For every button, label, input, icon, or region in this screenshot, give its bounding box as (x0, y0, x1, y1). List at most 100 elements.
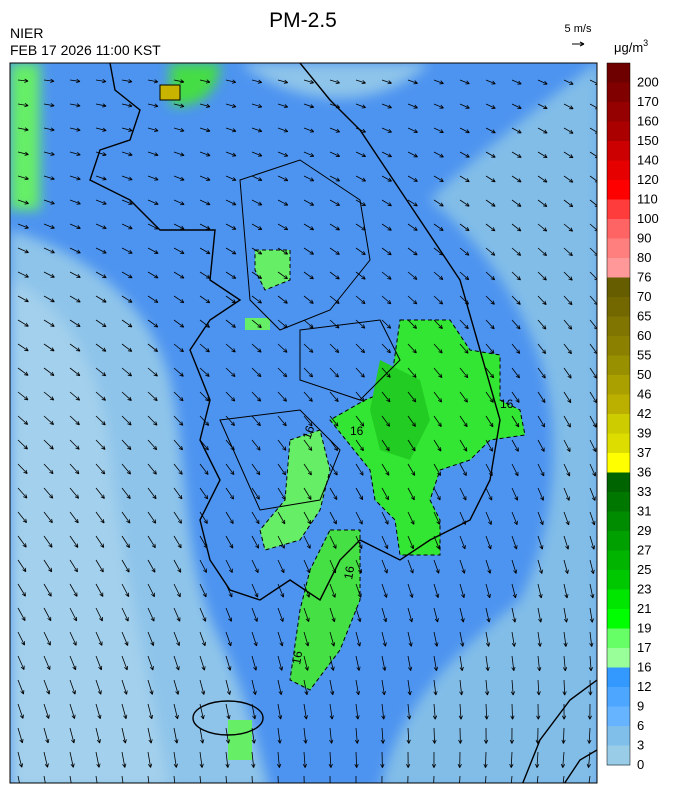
wind-arrow (199, 439, 209, 451)
wind-arrow (147, 199, 159, 205)
contour-label: 16 (350, 424, 364, 438)
wind-arrow (537, 79, 548, 85)
colorbar-label: 100 (637, 211, 659, 226)
wind-arrow (355, 775, 357, 783)
wind-arrow (95, 247, 107, 254)
wind-arrow (43, 415, 54, 426)
wind-arrow (69, 127, 81, 132)
wind-arrow (510, 679, 516, 696)
wind-arrow (251, 439, 261, 451)
wind-arrow (355, 631, 361, 647)
wind-arrow (95, 655, 103, 671)
wind-arrow (277, 535, 285, 549)
wind-arrow (457, 751, 462, 768)
wind-arrow (173, 679, 180, 695)
wind-arrow (303, 271, 314, 280)
wind-arrow (381, 487, 389, 501)
wind-arrow (407, 223, 418, 231)
wind-arrow (537, 103, 548, 110)
wind-arrow (537, 559, 543, 574)
wind-arrow (511, 199, 522, 207)
wind-arrow (459, 559, 466, 574)
wind-arrow (277, 487, 286, 500)
wind-arrow (199, 679, 206, 695)
wind-arrow (355, 367, 365, 378)
colorbar-segment (607, 531, 630, 551)
wind-arrow (199, 319, 210, 328)
wind-arrow (537, 511, 544, 526)
wind-arrow (380, 727, 385, 744)
colorbar-segment (607, 589, 630, 610)
wind-arrow (43, 751, 49, 768)
wind-arrow (17, 583, 26, 597)
wind-arrow (251, 583, 259, 598)
wind-arrow (147, 319, 159, 328)
wind-arrow (95, 463, 106, 475)
low-region (381, 63, 597, 783)
wind-arrow (485, 223, 496, 232)
wind-arrow (225, 775, 227, 783)
wind-arrow (329, 727, 334, 744)
wind-arrow (433, 607, 439, 623)
wind-arrow (147, 583, 155, 598)
wind-arrow (511, 79, 522, 85)
wind-arrow (69, 775, 72, 783)
wind-arrow (381, 247, 392, 256)
wind-arrow (459, 439, 468, 452)
wind-arrow (17, 631, 25, 646)
colorbar: 2001701601501401201101009080767065605550… (606, 62, 659, 772)
wind-arrow (485, 679, 490, 696)
wind-arrow (95, 631, 103, 646)
wind-arrow (407, 463, 416, 476)
green-area (254, 249, 291, 291)
wind-arrow (43, 319, 55, 327)
wind-arrow (381, 391, 391, 403)
wind-arrow (485, 199, 496, 207)
wind-arrow (407, 127, 418, 133)
colorbar-label: 42 (637, 406, 651, 421)
wind-arrow (95, 151, 107, 157)
wind-arrow (536, 775, 539, 783)
wind-arrow (173, 367, 184, 377)
wind-arrow (69, 751, 75, 768)
wind-arrow (537, 151, 548, 159)
wind-arrow (277, 223, 289, 231)
wind-arrow (563, 511, 570, 526)
wind-arrow (225, 223, 237, 230)
wind-arrow (199, 751, 204, 768)
wind-arrow (225, 751, 230, 768)
wind-arrow (303, 151, 315, 157)
wind-arrow (173, 439, 184, 451)
wind-arrow (511, 295, 521, 305)
wind-arrow (121, 391, 132, 401)
wind-arrow (459, 583, 466, 599)
wind-arrow (303, 367, 314, 378)
wind-arrow (69, 631, 77, 646)
wind-arrow (459, 223, 470, 232)
wind-arrow (485, 271, 496, 281)
wind-arrow (381, 655, 387, 671)
wind-arrow (537, 439, 545, 452)
wind-arrow (485, 655, 490, 672)
colorbar-segment (607, 199, 630, 220)
wind-arrow (355, 271, 366, 280)
colorbar-label: 80 (637, 250, 651, 265)
wind-arrow (69, 247, 81, 254)
wind-arrow (433, 535, 440, 550)
wind-arrow (485, 175, 496, 183)
wind-arrow (433, 247, 444, 256)
wind-arrow (328, 751, 333, 768)
wind-arrow (485, 79, 496, 85)
wind-arrow (69, 271, 81, 278)
green-region (10, 63, 40, 210)
wind-arrow (484, 703, 489, 720)
wind-arrow (199, 583, 207, 598)
wind-arrow (511, 655, 516, 672)
wind-arrow (407, 655, 413, 671)
wind-arrow (485, 463, 493, 477)
wind-arrow (277, 103, 289, 109)
wind-arrow (225, 535, 234, 549)
wind-arrow (407, 535, 415, 550)
green-region (170, 63, 220, 106)
colorbar-segment (607, 297, 630, 317)
